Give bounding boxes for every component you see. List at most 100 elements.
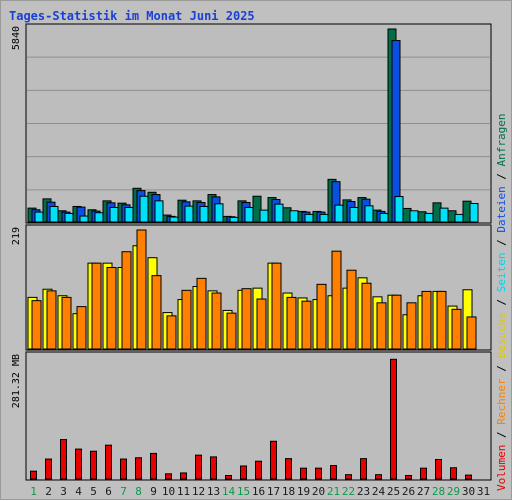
- x-tick-label: 29: [447, 485, 460, 498]
- bar-seiten-day-16: [259, 209, 269, 223]
- bar-volumen-day-29: [450, 467, 457, 480]
- bar-rechner-day-10: [166, 315, 177, 350]
- x-tick-label: 11: [177, 485, 190, 498]
- x-tick-label: 15: [237, 485, 250, 498]
- x-tick-label: 31: [477, 485, 490, 498]
- bar-rechner-day-8: [136, 229, 147, 350]
- bar-rechner-day-27: [421, 290, 432, 350]
- bar-rechner-day-22: [346, 269, 357, 350]
- bar-seiten-day-28: [439, 207, 449, 223]
- legend-separator: /: [495, 359, 508, 379]
- legend-separator: /: [495, 292, 508, 312]
- legend-entry-seiten: Seiten: [495, 253, 508, 293]
- bar-rechner-day-6: [106, 266, 117, 350]
- x-tick-label: 28: [432, 485, 445, 498]
- bar-rechner-day-13: [211, 292, 222, 350]
- bar-seiten-day-2: [49, 205, 59, 223]
- x-tick-label: 6: [105, 485, 112, 498]
- bar-seiten-day-7: [124, 206, 134, 223]
- legend-entry-dateien: Dateien: [495, 186, 508, 232]
- bar-rechner-day-9: [151, 275, 162, 350]
- bar-seiten-day-20: [319, 213, 329, 223]
- bar-volumen-day-11: [180, 472, 187, 480]
- bar-volumen-day-1: [30, 470, 37, 480]
- bar-seiten-day-23: [364, 205, 374, 223]
- x-tick-label: 4: [75, 485, 82, 498]
- bar-seiten-day-11: [184, 205, 194, 223]
- bar-seiten-day-27: [424, 212, 434, 223]
- legend-separator: /: [495, 166, 508, 186]
- bar-seiten-day-4: [79, 215, 89, 223]
- bar-rechner-day-21: [331, 250, 342, 350]
- bar-volumen-day-20: [315, 467, 322, 480]
- bar-seiten-day-24: [379, 212, 389, 223]
- bar-seiten-day-12: [199, 205, 209, 223]
- y-max-label-bottom: 281.32 MB: [11, 354, 22, 408]
- bar-volumen-day-26: [405, 475, 412, 480]
- bar-rechner-day-12: [196, 277, 207, 350]
- bar-seiten-day-22: [349, 206, 359, 223]
- bar-rechner-day-30: [466, 316, 477, 350]
- bar-seiten-day-8: [139, 195, 149, 223]
- legend-entry-besuche: Besuche: [495, 312, 508, 358]
- x-tick-label: 25: [387, 485, 400, 498]
- bar-volumen-day-16: [255, 460, 262, 480]
- bar-rechner-day-23: [361, 282, 372, 350]
- series-legend: Volumen / Rechner / Besuche / Seiten / D…: [495, 113, 508, 491]
- x-tick-label: 23: [357, 485, 370, 498]
- x-tick-label: 26: [402, 485, 415, 498]
- bar-rechner-day-11: [181, 289, 192, 350]
- bar-seiten-day-26: [409, 210, 419, 223]
- bar-volumen-day-2: [45, 458, 52, 480]
- y-max-label-middle: 219: [11, 227, 22, 245]
- bar-volumen-day-22: [345, 474, 352, 480]
- bar-seiten-day-9: [154, 200, 164, 223]
- bar-volumen-day-18: [285, 458, 292, 480]
- bar-seiten-day-3: [64, 212, 74, 223]
- x-tick-label: 5: [90, 485, 97, 498]
- bar-rechner-day-7: [121, 251, 132, 350]
- bar-rechner-day-24: [376, 302, 387, 350]
- bar-volumen-day-3: [60, 439, 67, 480]
- bar-volumen-day-6: [105, 444, 112, 480]
- bar-seiten-day-1: [34, 211, 44, 223]
- bar-rechner-day-5: [91, 262, 102, 350]
- x-tick-label: 18: [282, 485, 295, 498]
- bar-volumen-day-13: [210, 456, 217, 480]
- bar-rechner-day-15: [241, 288, 252, 350]
- legend-separator: /: [495, 425, 508, 445]
- bar-rechner-day-25: [391, 294, 402, 350]
- x-tick-label: 8: [135, 485, 142, 498]
- bar-volumen-day-15: [240, 465, 247, 480]
- bar-seiten-day-13: [214, 203, 224, 223]
- x-tick-label: 12: [192, 485, 205, 498]
- x-tick-label: 27: [417, 485, 430, 498]
- bar-volumen-day-10: [165, 473, 172, 480]
- bar-rechner-day-3: [61, 296, 72, 350]
- bar-rechner-day-2: [46, 290, 57, 350]
- x-tick-label: 9: [150, 485, 157, 498]
- bar-seiten-day-25: [394, 196, 404, 223]
- bar-volumen-day-9: [150, 452, 157, 480]
- bar-seiten-day-18: [289, 210, 299, 223]
- bar-dateien-day-25: [391, 40, 401, 223]
- bar-seiten-day-19: [304, 213, 314, 223]
- bar-volumen-day-19: [300, 467, 307, 480]
- bar-rechner-day-4: [76, 306, 87, 350]
- bar-volumen-day-8: [135, 457, 142, 480]
- bar-rechner-day-1: [31, 300, 42, 350]
- legend-entry-rechner: Rechner: [495, 378, 508, 425]
- x-tick-label: 16: [252, 485, 265, 498]
- bar-seiten-day-10: [169, 216, 179, 223]
- bar-seiten-day-6: [109, 206, 119, 223]
- bar-volumen-day-21: [330, 465, 337, 480]
- bar-rechner-day-14: [226, 312, 237, 350]
- bar-seiten-day-17: [274, 203, 284, 223]
- x-tick-label: 24: [372, 485, 386, 498]
- bar-seiten-day-30: [469, 202, 479, 223]
- bar-rechner-day-20: [316, 283, 327, 350]
- x-tick-label: 13: [207, 485, 220, 498]
- x-tick-label: 20: [312, 485, 325, 498]
